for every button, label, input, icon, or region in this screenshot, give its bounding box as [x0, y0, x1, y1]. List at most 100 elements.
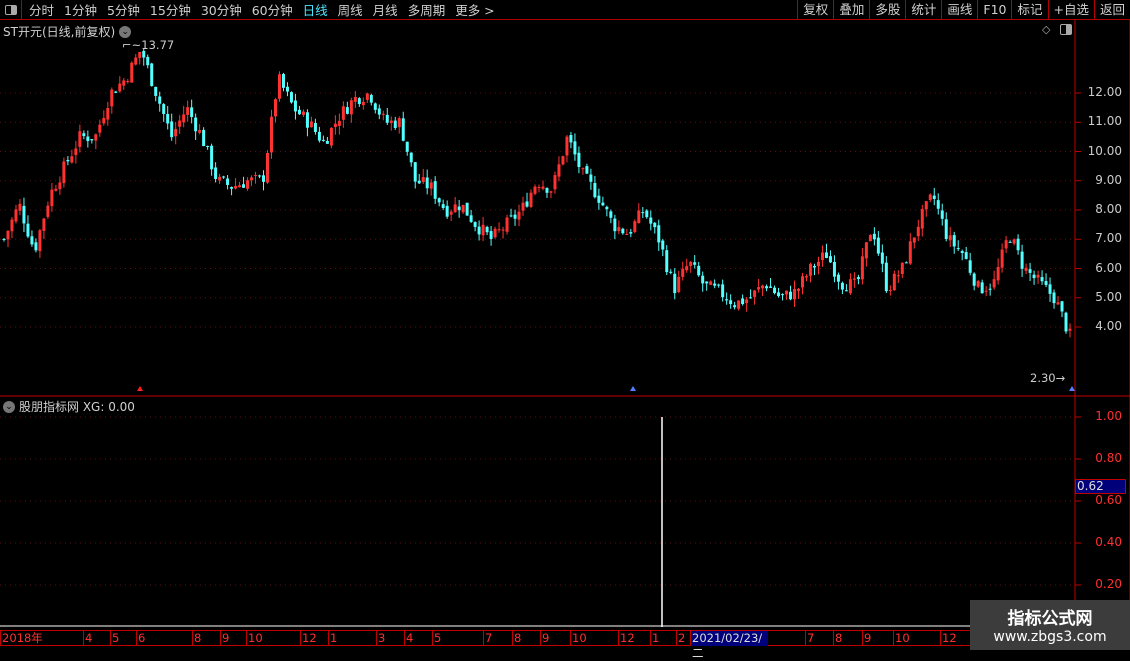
panel-toggle-button[interactable] [0, 0, 22, 20]
candle-body [445, 205, 449, 217]
time-label: 7 [805, 631, 815, 646]
candle-body [653, 222, 657, 228]
candle-body [992, 279, 996, 288]
candle-body [685, 266, 689, 271]
candle-body [705, 281, 709, 284]
period-tab-8[interactable]: 月线 [372, 3, 398, 18]
candle-body [154, 86, 158, 96]
candle-body [182, 114, 186, 123]
time-label: 6 [136, 631, 146, 646]
watermark-url: www.zbgs3.com [993, 629, 1107, 645]
period-tab-9[interactable]: 多周期 [407, 3, 446, 18]
candle-body [757, 287, 761, 290]
time-label: 2021/02/23/二 [690, 631, 768, 660]
candle-body [465, 202, 469, 216]
candle-body [489, 231, 493, 239]
time-axis[interactable]: 2018年 4 5 6 8 9 10 12 1 3 4 5 7 8 9 10 12 1 2 2021/02/23/二 7… [0, 630, 970, 660]
candle-body [513, 214, 517, 219]
toolbar-button-0[interactable]: 复权 [797, 0, 833, 20]
candle-body [984, 290, 988, 292]
candle-body [561, 156, 565, 165]
candle-body [581, 168, 585, 170]
candle-body [940, 210, 944, 219]
period-tab-6[interactable]: 日线 [302, 3, 328, 18]
period-tab-2[interactable]: 5分钟 [106, 3, 140, 18]
candle-body [701, 275, 705, 284]
toolbar-button-7[interactable]: +自选 [1047, 0, 1094, 20]
candle-body [198, 130, 202, 133]
candle-body [1004, 240, 1008, 249]
candle-body [689, 261, 693, 266]
candle-body [365, 93, 369, 100]
candle-body [888, 290, 892, 292]
candle-body [1020, 251, 1024, 269]
candle-body [773, 287, 777, 294]
period-tab-4[interactable]: 30分钟 [200, 3, 242, 18]
panel-icon[interactable] [1060, 24, 1072, 35]
candle-body [277, 74, 281, 99]
toolbar-button-6[interactable]: 标记 [1011, 0, 1047, 20]
candle-body [82, 133, 86, 137]
candle-body [912, 237, 916, 243]
candle-body [333, 123, 337, 128]
period-tab-7[interactable]: 周线 [337, 3, 363, 18]
candle-body [98, 124, 102, 133]
candle-body [980, 282, 984, 294]
time-label: 2 [676, 631, 686, 646]
candle-body [437, 198, 441, 203]
diamond-icon[interactable]: ◇ [1042, 23, 1051, 36]
toolbar-button-4[interactable]: 画线 [941, 0, 977, 20]
toolbar: 分时 1分钟 5分钟 15分钟 30分钟 60分钟 日线 周线 月线 多周期 更多 > 复权 叠加 多股… [0, 0, 1130, 20]
candle-body [836, 274, 840, 282]
toolbar-button-3[interactable]: 统计 [905, 0, 941, 20]
candle-body [46, 205, 50, 217]
candle-body [285, 86, 289, 92]
signal-arrow-icon [137, 386, 143, 391]
toolbar-button-8[interactable]: 返回 [1093, 0, 1130, 20]
candle-body [693, 262, 697, 265]
period-tab-0[interactable]: 分时 [29, 3, 55, 18]
candle-body [908, 241, 912, 264]
candle-body [258, 175, 262, 177]
chevron-down-icon[interactable]: ⌄ [3, 400, 15, 413]
toolbar-button-5[interactable]: F10 [977, 0, 1011, 20]
price-tick: 7.00 [1095, 231, 1122, 246]
candle-body [289, 92, 293, 103]
candle-body [605, 206, 609, 210]
candle-body [42, 218, 46, 231]
candle-body [669, 271, 673, 273]
candle-body [916, 226, 920, 237]
candle-body [812, 266, 816, 268]
candle-body [449, 211, 453, 215]
candle-body [273, 99, 277, 117]
candle-body [816, 261, 820, 267]
min-price-label: 2.30→ [1030, 371, 1066, 385]
candle-body [625, 234, 629, 236]
candle-body [377, 108, 381, 115]
period-tab-3[interactable]: 15分钟 [149, 3, 191, 18]
signal-arrow-icon [1069, 386, 1075, 391]
candle-body [238, 185, 242, 188]
chevron-down-icon[interactable]: ⌄ [119, 25, 132, 38]
period-tab-1[interactable]: 1分钟 [64, 3, 97, 18]
candle-body [589, 174, 593, 182]
candle-body [190, 107, 194, 118]
candle-body [325, 140, 329, 144]
candle-body [441, 204, 445, 208]
candle-body [896, 275, 900, 277]
period-tab-5[interactable]: 60分钟 [251, 3, 293, 18]
candle-body [305, 112, 309, 128]
candle-body [649, 217, 653, 224]
toolbar-button-2[interactable]: 多股 [869, 0, 905, 20]
period-tab-10[interactable]: 更多 > [455, 3, 495, 18]
candle-body [214, 167, 218, 179]
chart-title-text: ST开元(日线,前复权) [3, 25, 116, 39]
toolbar-button-1[interactable]: 叠加 [833, 0, 869, 20]
candle-body [497, 229, 501, 231]
candle-body [473, 222, 477, 227]
candle-body [2, 238, 6, 240]
candle-body [876, 237, 880, 254]
candle-body [469, 215, 473, 222]
candle-body [729, 300, 733, 305]
